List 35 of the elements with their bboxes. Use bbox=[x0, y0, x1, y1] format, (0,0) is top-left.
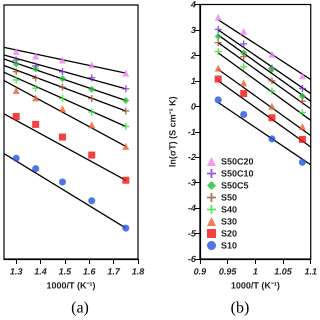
y-tick-label: -4 bbox=[188, 203, 196, 214]
y-tick-label: -5 bbox=[188, 228, 197, 239]
legend-label: S30 bbox=[221, 216, 238, 226]
y-tick-label: -6 bbox=[188, 254, 197, 264]
y-tick-label: -1 bbox=[188, 126, 196, 137]
x-tick-label: 1.5 bbox=[58, 266, 72, 276]
x-tick-label: 1.4 bbox=[34, 266, 47, 276]
y-tick-label: 1 bbox=[190, 76, 196, 86]
y-tick-label: 4 bbox=[190, 0, 196, 10]
legend-label: S10 bbox=[221, 240, 238, 250]
y-tick-label: 3 bbox=[190, 24, 196, 35]
legend-label: S40 bbox=[221, 204, 238, 214]
x-tick-label: 1.1 bbox=[304, 266, 317, 276]
text: (b) bbox=[230, 300, 250, 316]
x-tick-label: 1.6 bbox=[83, 266, 97, 276]
y-tick-label: 0 bbox=[190, 101, 196, 112]
legend-label: S50C20 bbox=[221, 156, 254, 166]
legend-label: S50C5 bbox=[221, 180, 249, 190]
text: (a) bbox=[71, 300, 89, 316]
y-tick-label: 2 bbox=[190, 50, 196, 60]
legend-label: S50C10 bbox=[221, 168, 254, 178]
y-tick-label: -2 bbox=[188, 152, 196, 162]
y-axis-title: ln(σT) (S cm⁻¹ K) bbox=[168, 96, 178, 168]
x-tick-label: 1.7 bbox=[107, 266, 121, 276]
x-tick-label: 0.95 bbox=[218, 266, 238, 276]
x-tick-label: 1.3 bbox=[10, 266, 22, 276]
x-tick-label: 1 bbox=[252, 266, 258, 276]
legend-label: S20 bbox=[221, 228, 238, 238]
y-tick-label: -3 bbox=[188, 178, 196, 188]
x-tick-label: 1.8 bbox=[132, 266, 144, 276]
x-tick-label: 0.9 bbox=[194, 266, 206, 276]
x-tick-label: 1.05 bbox=[274, 266, 293, 276]
legend-label: S50 bbox=[221, 192, 238, 202]
x-axis-title: 1000/T (K⁻¹) bbox=[230, 280, 280, 290]
x-axis-title: 1000/T (K⁻¹) bbox=[46, 280, 96, 290]
